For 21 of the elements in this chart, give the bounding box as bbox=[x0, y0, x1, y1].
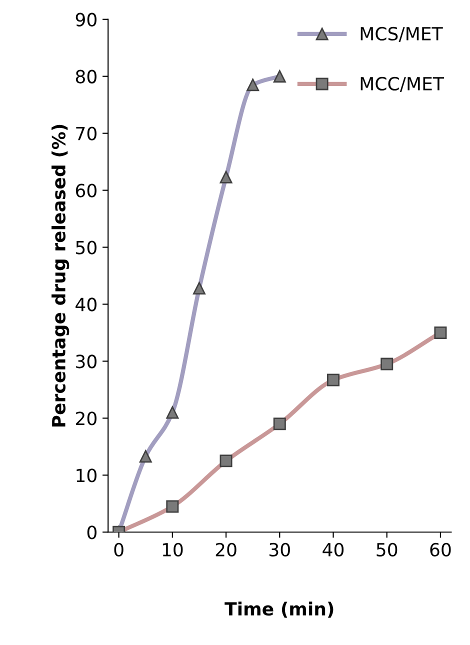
x-tick-label: 10 bbox=[162, 542, 183, 557]
y-tick-label: 70 bbox=[76, 126, 96, 140]
x-tick-label: 60 bbox=[430, 542, 451, 557]
y-axis-title: Percentage drug released (%) bbox=[52, 124, 70, 427]
y-tick-label: 30 bbox=[76, 354, 96, 368]
legend-label: MCC/MET bbox=[360, 76, 444, 92]
y-tick-label: 90 bbox=[76, 12, 96, 26]
y-tick-label: 60 bbox=[76, 184, 96, 198]
y-tick-label: 40 bbox=[76, 298, 96, 312]
x-tick-label: 40 bbox=[322, 542, 344, 557]
y-tick-label: 20 bbox=[76, 412, 96, 426]
y-tick-label: 0 bbox=[87, 526, 96, 540]
x-axis-title: Time (min) bbox=[224, 602, 334, 618]
legend-label: MCS/MET bbox=[360, 26, 443, 42]
x-tick-label: 0 bbox=[114, 542, 124, 557]
x-tick-label: 30 bbox=[270, 542, 290, 557]
x-tick-label: 50 bbox=[376, 542, 398, 557]
y-tick-label: 50 bbox=[76, 240, 96, 254]
y-tick-label: 80 bbox=[76, 70, 96, 84]
x-tick-label: 20 bbox=[216, 542, 236, 557]
y-tick-label: 10 bbox=[76, 468, 96, 482]
